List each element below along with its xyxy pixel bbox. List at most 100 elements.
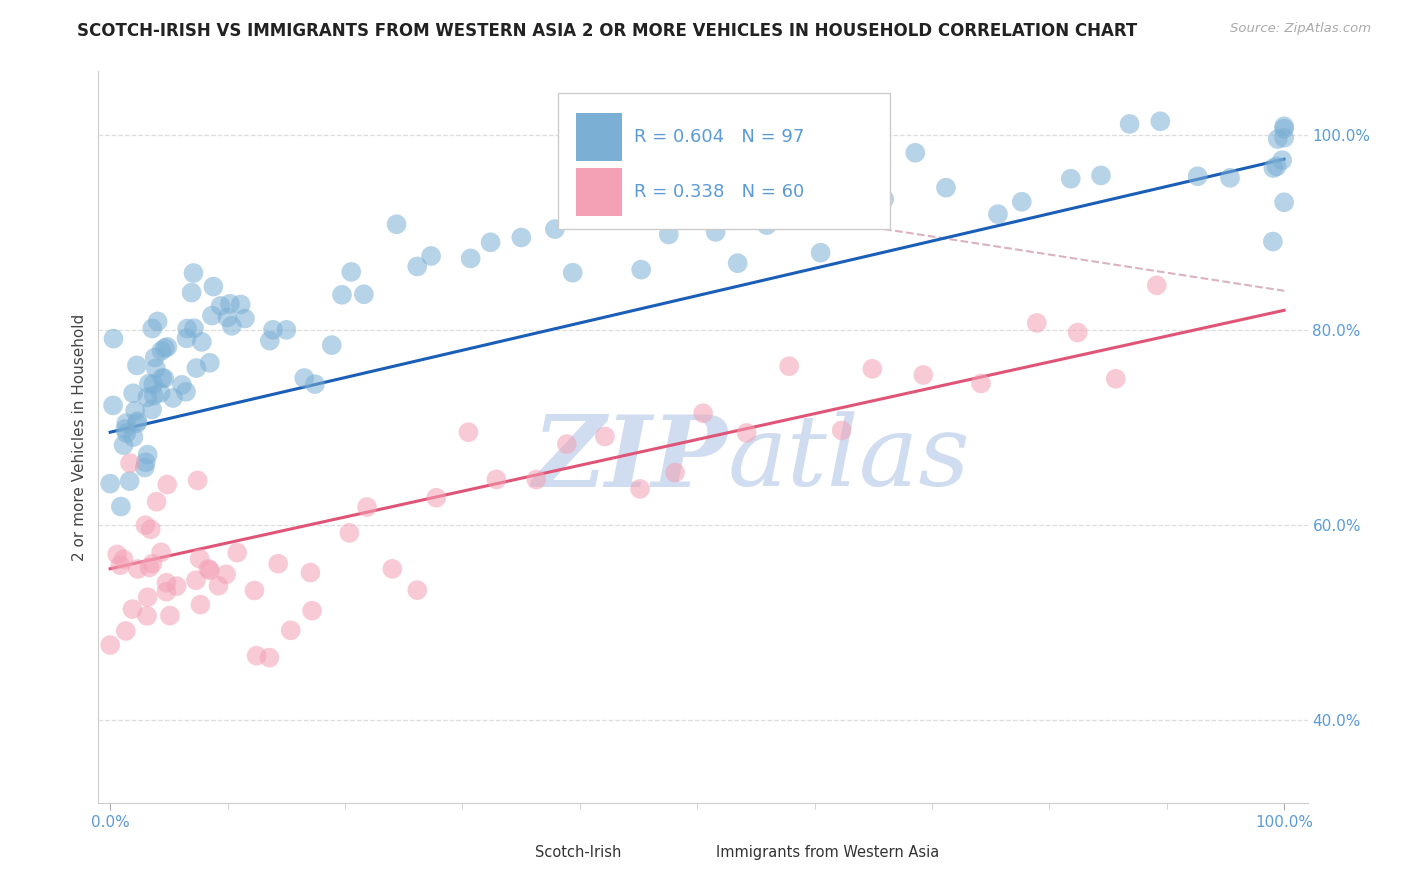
Point	[124, 404, 146, 418]
Text: ZIP: ZIP	[533, 411, 727, 508]
Point	[460, 252, 482, 266]
Point	[330, 288, 353, 302]
Point	[704, 225, 727, 239]
Point	[118, 474, 141, 488]
Point	[1272, 121, 1295, 136]
Point	[105, 548, 128, 562]
Point	[755, 218, 778, 232]
Point	[259, 650, 281, 665]
Point	[778, 359, 800, 374]
Text: Source: ZipAtlas.com: Source: ZipAtlas.com	[1230, 22, 1371, 36]
Point	[149, 385, 172, 400]
Point	[136, 590, 159, 604]
Point	[340, 265, 363, 279]
Point	[262, 323, 284, 337]
FancyBboxPatch shape	[492, 839, 526, 869]
Point	[188, 551, 211, 566]
Point	[1263, 161, 1285, 175]
Point	[912, 368, 935, 382]
Point	[103, 332, 125, 346]
Point	[217, 310, 239, 325]
Point	[243, 583, 266, 598]
Point	[176, 331, 198, 345]
Point	[987, 207, 1010, 221]
Point	[98, 476, 121, 491]
Point	[406, 583, 429, 598]
Point	[138, 376, 160, 391]
Point	[1146, 278, 1168, 293]
Point	[1011, 194, 1033, 209]
Point	[141, 321, 163, 335]
Point	[1272, 130, 1295, 145]
Point	[141, 557, 163, 571]
Point	[280, 624, 302, 638]
Point	[201, 309, 224, 323]
Point	[191, 334, 214, 349]
Point	[267, 557, 290, 571]
Point	[125, 416, 148, 430]
Point	[198, 563, 221, 577]
Point	[831, 424, 853, 438]
Point	[1060, 171, 1083, 186]
Point	[156, 340, 179, 354]
Point	[202, 279, 225, 293]
Point	[153, 341, 176, 355]
Point	[127, 414, 149, 428]
Point	[321, 338, 343, 352]
Point	[101, 398, 124, 412]
Point	[155, 584, 177, 599]
Point	[110, 558, 132, 573]
Point	[904, 145, 927, 160]
Point	[114, 422, 136, 436]
Point	[246, 648, 269, 663]
Point	[150, 545, 173, 559]
Point	[198, 356, 221, 370]
Y-axis label: 2 or more Vehicles in Household: 2 or more Vehicles in Household	[72, 313, 87, 561]
Point	[134, 460, 156, 475]
Point	[860, 361, 883, 376]
Point	[153, 371, 176, 385]
Point	[136, 391, 159, 405]
Point	[510, 230, 533, 244]
Point	[1149, 114, 1171, 128]
Point	[1261, 235, 1284, 249]
Point	[187, 474, 209, 488]
Point	[337, 525, 360, 540]
Point	[630, 262, 652, 277]
Text: Scotch-Irish: Scotch-Irish	[534, 845, 621, 860]
Point	[1271, 153, 1294, 168]
Point	[174, 384, 197, 399]
Text: SCOTCH-IRISH VS IMMIGRANTS FROM WESTERN ASIA 2 OR MORE VEHICLES IN HOUSEHOLD COR: SCOTCH-IRISH VS IMMIGRANTS FROM WESTERN …	[77, 22, 1137, 40]
Point	[170, 377, 193, 392]
Point	[1187, 169, 1209, 184]
Point	[292, 371, 315, 385]
Point	[186, 361, 208, 376]
Point	[1272, 195, 1295, 210]
Point	[727, 256, 749, 270]
Point	[136, 608, 159, 623]
FancyBboxPatch shape	[576, 169, 621, 216]
Point	[970, 376, 993, 391]
Point	[183, 266, 205, 280]
Point	[218, 297, 240, 311]
Point	[156, 477, 179, 491]
Point	[155, 575, 177, 590]
Point	[233, 311, 256, 326]
Point	[162, 391, 184, 405]
Text: Immigrants from Western Asia: Immigrants from Western Asia	[716, 845, 939, 860]
Point	[299, 566, 322, 580]
Point	[304, 377, 326, 392]
Point	[259, 334, 281, 348]
Point	[1267, 132, 1289, 146]
Point	[98, 638, 121, 652]
Point	[207, 579, 229, 593]
Point	[837, 208, 859, 222]
Point	[664, 466, 686, 480]
Point	[141, 402, 163, 417]
Point	[561, 266, 583, 280]
Point	[1272, 120, 1295, 134]
Point	[381, 562, 404, 576]
Point	[190, 598, 212, 612]
Point	[143, 351, 166, 365]
Point	[166, 579, 188, 593]
